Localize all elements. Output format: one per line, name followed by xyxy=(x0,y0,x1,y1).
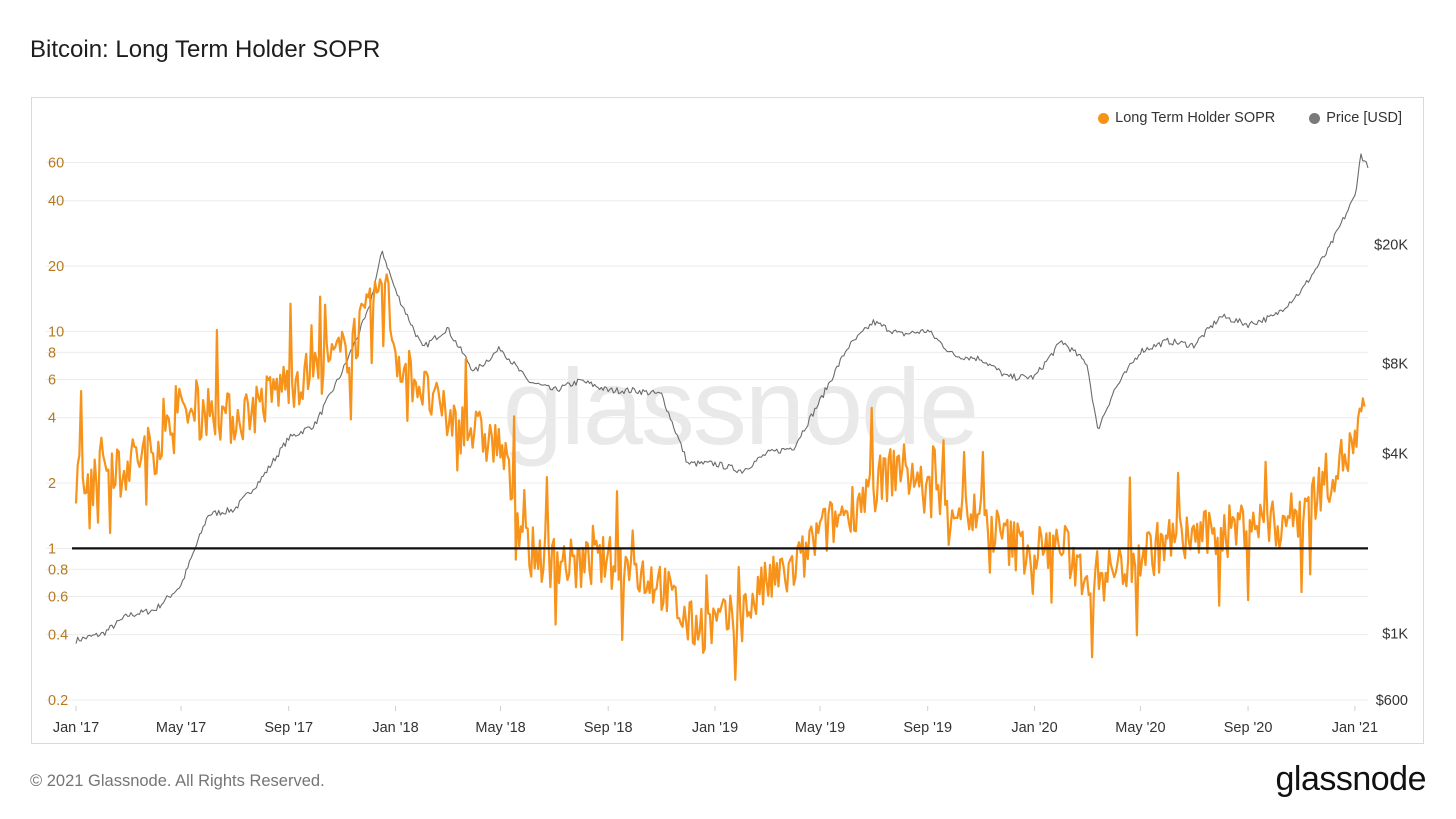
legend-item-price[interactable]: Price [USD] xyxy=(1309,110,1402,126)
copyright: © 2021 Glassnode. All Rights Reserved. xyxy=(30,772,325,790)
right-tick-label: $20K xyxy=(1374,237,1408,253)
left-tick-label: 1 xyxy=(48,541,56,557)
left-tick-label: 2 xyxy=(48,476,56,492)
x-tick-label: Jan '20 xyxy=(1011,720,1057,736)
x-tick-label: Sep '18 xyxy=(584,720,633,736)
series-layer xyxy=(72,153,1369,681)
x-tick-label: May '19 xyxy=(795,720,845,736)
legend-dot-price xyxy=(1309,112,1321,124)
legend-dot-sopr xyxy=(1098,112,1110,124)
x-tick-label: May '20 xyxy=(1115,720,1165,736)
legend-item-sopr[interactable]: Long Term Holder SOPR xyxy=(1098,110,1275,126)
right-tick-label: $4K xyxy=(1382,447,1408,463)
series-line-price xyxy=(75,153,1369,644)
x-axis: Jan '17 May '17 Sep '17 Jan '18 May '18 Sep '… xyxy=(53,706,1378,736)
x-tick-label: Sep '17 xyxy=(264,720,313,736)
legend-label-price: Price [USD] xyxy=(1326,110,1402,126)
watermark: glassnode xyxy=(503,346,977,467)
x-tick-label: Jan '17 xyxy=(53,720,99,736)
left-tick-label: 20 xyxy=(48,259,64,275)
grid xyxy=(46,162,1368,701)
left-tick-label: 8 xyxy=(48,345,56,361)
left-tick-label: 0.4 xyxy=(48,628,68,644)
series-line-sopr xyxy=(74,273,1366,681)
legend: Long Term Holder SOPR Price [USD] xyxy=(1098,110,1402,126)
x-tick-label: Jan '18 xyxy=(372,720,418,736)
right-tick-label: $8K xyxy=(1382,356,1408,372)
chart-frame xyxy=(31,97,1424,744)
left-tick-label: 40 xyxy=(48,194,64,210)
left-tick-label: 4 xyxy=(48,411,56,427)
left-tick-label: 6 xyxy=(48,373,56,389)
x-tick-label: May '17 xyxy=(156,720,206,736)
left-tick-label: 0.2 xyxy=(48,693,68,709)
right-tick-label: $1K xyxy=(1382,627,1408,643)
legend-label-sopr: Long Term Holder SOPR xyxy=(1115,110,1276,126)
left-tick-label: 0.8 xyxy=(48,562,68,578)
x-tick-label: Jan '21 xyxy=(1332,720,1378,736)
chart-title: Bitcoin: Long Term Holder SOPR xyxy=(30,36,381,63)
left-tick-label: 60 xyxy=(48,156,64,172)
left-tick-label: 0.6 xyxy=(48,589,68,605)
right-tick-label: $600 xyxy=(1376,693,1408,709)
x-tick-label: Sep '19 xyxy=(903,720,952,736)
x-tick-label: Sep '20 xyxy=(1224,720,1273,736)
x-tick-label: May '18 xyxy=(475,720,525,736)
brand-logo: glassnode xyxy=(1275,760,1426,798)
x-tick-label: Jan '19 xyxy=(692,720,738,736)
left-tick-label: 10 xyxy=(48,324,64,340)
right-axis: $600 $1K $4K $8K $20K xyxy=(1374,237,1408,709)
left-axis: 0.2 0.4 0.6 0.8 1 2 4 6 8 10 20 40 60 xyxy=(48,156,68,709)
